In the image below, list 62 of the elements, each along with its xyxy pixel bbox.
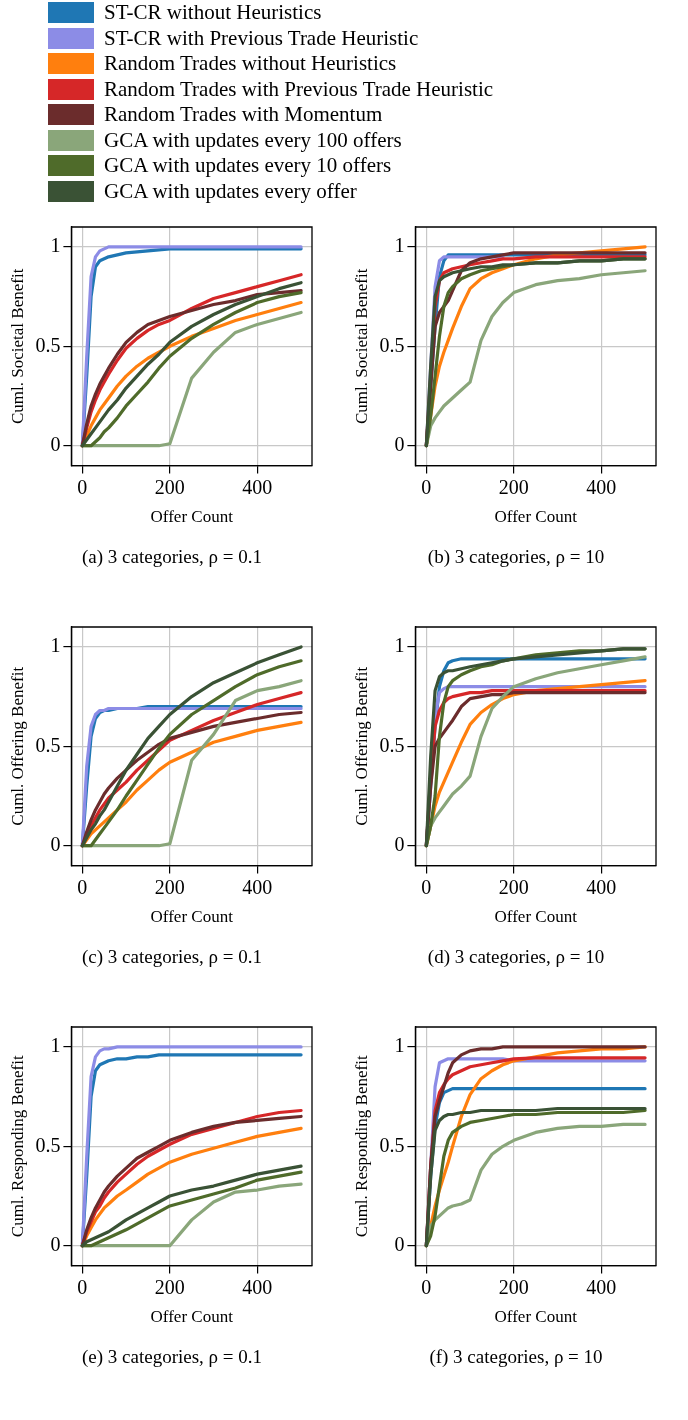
legend-label: Random Trades with Previous Trade Heuristic (104, 76, 494, 102)
text: (f) 3 categories, ρ = 10 (428, 1346, 604, 1368)
y-tick-label: 0 (394, 1232, 405, 1255)
legend-label: ST-CR without Heuristics (104, 0, 322, 26)
x-tick-label: 400 (586, 475, 617, 498)
x-axis-title: Offer Count (150, 907, 234, 927)
text: (e) 3 categories, ρ = 0.1 (80, 1346, 263, 1368)
x-tick-label: 0 (77, 475, 88, 498)
y-tick-label: 0.5 (35, 733, 61, 756)
y-tick-label: 0 (394, 432, 405, 455)
y-tick-label: 0 (50, 832, 61, 855)
y-axis-title: Cuml. Responding Benefit (351, 1055, 371, 1238)
x-tick-label: 400 (242, 475, 273, 498)
y-axis-title: Cuml. Offering Benefit (7, 666, 27, 826)
text: (b) 3 categories, ρ = 10 (426, 546, 606, 568)
x-tick-label: 0 (77, 1275, 88, 1298)
x-tick-label: 0 (77, 875, 88, 898)
y-tick-label: 0 (50, 432, 61, 455)
x-axis-title: Offer Count (494, 1307, 578, 1327)
y-axis-title: Cuml. Societal Benefit (351, 268, 371, 424)
text: (a) 3 categories, ρ = 0.1 (80, 546, 263, 568)
text: (c) 3 categories, ρ = 0.1 (80, 946, 263, 968)
x-axis-title: Offer Count (494, 507, 578, 527)
y-axis-title: Cuml. Societal Benefit (7, 268, 27, 424)
y-axis-title: Cuml. Offering Benefit (351, 666, 371, 826)
legend-label: GCA with updates every 100 offers (104, 127, 402, 153)
y-tick-label: 0 (394, 832, 405, 855)
x-tick-label: 200 (154, 475, 185, 498)
y-tick-label: 0.5 (379, 333, 405, 356)
x-tick-label: 0 (421, 875, 432, 898)
x-tick-label: 200 (154, 875, 185, 898)
x-tick-label: 200 (498, 875, 529, 898)
x-tick-label: 0 (421, 1275, 432, 1298)
y-tick-label: 1 (50, 234, 61, 257)
legend-label: Random Trades with Momentum (104, 102, 383, 128)
y-tick-label: 0.5 (35, 1133, 61, 1156)
y-tick-label: 1 (50, 1034, 61, 1057)
legend-label: ST-CR with Previous Trade Heuristic (104, 25, 419, 51)
y-tick-label: 1 (394, 234, 405, 257)
x-tick-label: 200 (154, 1275, 185, 1298)
x-tick-label: 400 (242, 1275, 273, 1298)
y-tick-label: 0.5 (379, 733, 405, 756)
x-tick-label: 400 (586, 1275, 617, 1298)
y-tick-label: 1 (394, 1034, 405, 1057)
y-tick-label: 1 (394, 634, 405, 657)
y-tick-label: 0 (50, 1232, 61, 1255)
y-axis-title: Cuml. Responding Benefit (7, 1055, 27, 1238)
x-axis-title: Offer Count (150, 1307, 234, 1327)
text: (d) 3 categories, ρ = 10 (426, 946, 606, 968)
legend-label: GCA with updates every 10 offers (104, 153, 392, 179)
x-tick-label: 200 (498, 475, 529, 498)
x-axis-title: Offer Count (494, 907, 578, 927)
legend-label: GCA with updates every offer (104, 178, 357, 204)
y-tick-label: 1 (50, 634, 61, 657)
x-axis-title: Offer Count (150, 507, 234, 527)
x-tick-label: 400 (586, 875, 617, 898)
y-tick-label: 0.5 (35, 333, 61, 356)
x-tick-label: 400 (242, 875, 273, 898)
x-tick-label: 0 (421, 475, 432, 498)
y-tick-label: 0.5 (379, 1133, 405, 1156)
x-tick-label: 200 (498, 1275, 529, 1298)
legend-label: Random Trades without Heuristics (104, 51, 397, 77)
